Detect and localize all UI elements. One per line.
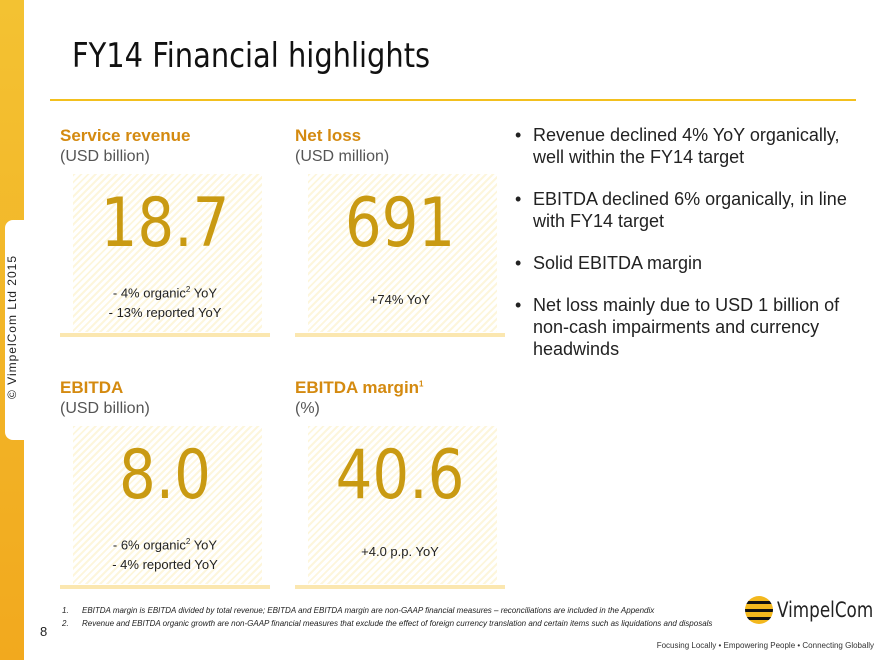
footnote-number: 1.: [62, 606, 69, 615]
bullet-item: Net loss mainly due to USD 1 billion of …: [515, 294, 865, 360]
footnote: 2. Revenue and EBITDA organic growth are …: [62, 617, 712, 630]
label-text: EBITDA margin: [295, 378, 420, 397]
footnote-text: Revenue and EBITDA organic growth are no…: [82, 619, 713, 628]
kpi-value: 8.0: [119, 436, 211, 515]
logo-name: VimpelCom: [777, 598, 874, 622]
kpi-unit: (USD billion): [60, 400, 150, 417]
kpi-value: 691: [344, 184, 456, 263]
footnote-ref: 2: [185, 537, 191, 546]
page-title: FY14 Financial highlights: [72, 36, 431, 76]
tile-underline: [60, 585, 270, 589]
note: YoY: [190, 285, 218, 301]
tile-underline: [295, 585, 505, 589]
logo-ball-icon: [745, 596, 773, 624]
page-number: 8: [40, 624, 48, 639]
footnote: 1. EBITDA margin is EBITDA divided by tot…: [62, 604, 712, 617]
kpi-unit: (USD million): [295, 148, 390, 165]
kpi-tile: [308, 426, 497, 584]
kpi-label: Net loss: [295, 126, 362, 145]
kpi-label: EBITDA: [60, 378, 124, 397]
kpi-notes: +74% YoY: [369, 292, 431, 307]
kpi-notes: - 6% organic2 YoY - 4% reported YoY: [60, 532, 270, 575]
kpi-unit: (%): [295, 400, 320, 417]
kpi-unit: (USD billion): [60, 148, 150, 165]
kpi-service-revenue: Service revenue (USD billion) 18.7 - 4% …: [60, 126, 270, 337]
footnote-text: EBITDA margin is EBITDA divided by total…: [82, 606, 655, 615]
tile-underline: [295, 333, 505, 337]
footnote-ref: 2: [185, 285, 191, 294]
kpi-notes: +4.0 p.p. YoY: [361, 544, 439, 559]
bullet-item: Revenue declined 4% YoY organically, wel…: [515, 124, 865, 168]
kpi-label: EBITDA margin1: [295, 378, 505, 398]
kpi-net-loss: Net loss (USD million) 691 +74% YoY: [295, 126, 505, 337]
kpi-tile: [73, 426, 262, 584]
footnote-ref: 1: [419, 379, 424, 389]
note: - 4% organic: [112, 285, 186, 301]
sidebar-tab: [5, 220, 24, 440]
bullet-item: EBITDA declined 6% organically, in line …: [515, 188, 865, 232]
copyright: © VimpelCom Ltd 2015: [5, 254, 19, 400]
footnotes: 1. EBITDA margin is EBITDA divided by tot…: [62, 604, 712, 630]
bullet-item: Solid EBITDA margin: [515, 252, 865, 274]
kpi-ebitda-margin: EBITDA margin1 (%) 40.6 +4.0 p.p. YoY: [295, 378, 505, 589]
note: - 6% organic: [112, 537, 186, 553]
kpi-tile: [308, 174, 497, 332]
note: - 13% reported YoY: [108, 305, 222, 321]
title-divider: [50, 99, 856, 101]
kpi-notes: - 4% organic2 YoY - 13% reported YoY: [60, 280, 270, 323]
note: YoY: [190, 537, 218, 553]
highlights-list: Revenue declined 4% YoY organically, wel…: [515, 124, 865, 380]
tile-underline: [60, 333, 270, 337]
kpi-tile: [73, 174, 262, 332]
note: - 4% reported YoY: [112, 557, 218, 573]
footnote-number: 2.: [62, 619, 69, 628]
kpi-ebitda: EBITDA (USD billion) 8.0 - 6% organic2 Y…: [60, 378, 270, 589]
kpi-value: 18.7: [100, 184, 230, 263]
kpi-value: 40.6: [335, 436, 465, 515]
logo-tagline: Focusing Locally • Empowering People • C…: [656, 641, 874, 650]
kpi-label: Service revenue: [60, 126, 191, 145]
